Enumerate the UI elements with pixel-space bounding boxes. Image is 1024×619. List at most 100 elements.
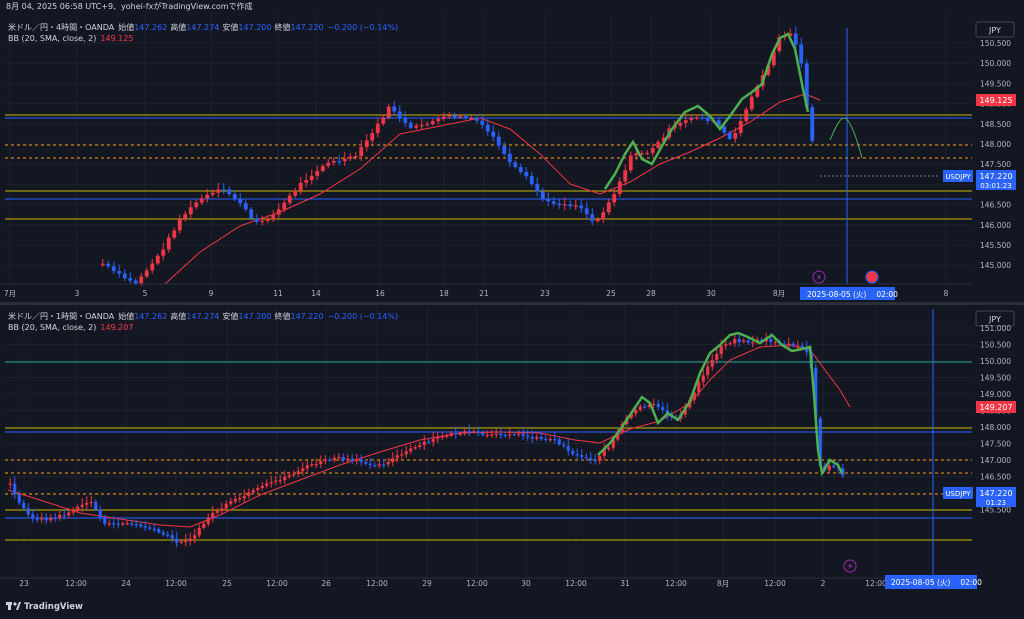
svg-text:149.207: 149.207	[979, 403, 1012, 412]
candle-body	[771, 51, 776, 66]
candle-body	[326, 162, 331, 166]
candle-body	[436, 437, 440, 439]
candle-body	[292, 473, 296, 476]
candle-body	[634, 153, 639, 156]
candle-body	[377, 464, 381, 466]
candle-body	[337, 161, 342, 163]
time-tick: 31	[620, 579, 630, 588]
candle-body	[220, 508, 224, 511]
candle-body	[139, 276, 144, 284]
candle-body	[715, 354, 719, 360]
candle-body	[243, 203, 248, 210]
candle-body	[409, 448, 413, 452]
candle-body	[804, 63, 809, 108]
top-cursor-date-tag	[800, 287, 895, 300]
candle-body	[278, 480, 282, 482]
bottom-price-scale[interactable]	[972, 305, 1024, 596]
candle-body	[502, 145, 507, 154]
candle-body	[328, 459, 332, 461]
candle-body	[103, 518, 107, 524]
top-event-lightning-icon[interactable]	[812, 270, 826, 284]
tradingview-logo-icon[interactable]	[6, 602, 21, 610]
candle-body	[458, 433, 462, 435]
candle-body	[276, 209, 281, 215]
candle-body	[382, 464, 386, 466]
candle-body	[562, 444, 566, 447]
time-tick: 16	[375, 289, 385, 298]
candle-body	[601, 212, 606, 220]
price-tick: 146.500	[980, 473, 1011, 482]
time-tick: 25	[222, 579, 232, 588]
candle-body	[206, 517, 210, 524]
bottom-chart-pane[interactable]: 米ドル／円・1時間・OANDA 始値147.262 高値147.274 安値147.2…	[0, 305, 1024, 596]
candle-body	[800, 345, 804, 348]
price-tick: 147.500	[980, 440, 1011, 449]
candle-body	[315, 170, 320, 176]
candle-body	[458, 116, 463, 118]
candle-body	[499, 433, 503, 436]
top-currency-button[interactable]	[975, 21, 1015, 38]
pane-separator[interactable]	[0, 302, 1024, 305]
candle-body	[589, 457, 593, 460]
top-price-scale[interactable]	[972, 14, 1024, 302]
candle-body	[271, 214, 276, 219]
candle-body	[274, 480, 278, 482]
candle-body	[733, 338, 737, 344]
candle-body	[796, 345, 800, 347]
candle-body	[628, 155, 633, 171]
candle-body	[769, 339, 773, 343]
candle-body	[331, 161, 336, 163]
candle-body	[472, 431, 476, 433]
candle-body	[221, 189, 226, 191]
candle-body	[548, 439, 552, 441]
candle-body	[595, 219, 600, 222]
candle-body	[348, 156, 353, 159]
candle-body	[733, 132, 738, 139]
candle-body	[773, 341, 777, 344]
candle-body	[188, 538, 192, 541]
svg-text:03:01:23: 03:01:23	[980, 182, 1011, 190]
brand-name: TradingView	[24, 602, 83, 612]
candle-body	[359, 460, 363, 462]
candle-body	[364, 140, 369, 148]
time-tick: 2	[821, 579, 826, 588]
price-tick: 145.000	[980, 261, 1011, 270]
candle-body	[692, 392, 696, 401]
candle-body	[485, 434, 489, 436]
bottom-currency-button[interactable]	[975, 310, 1015, 327]
bottom-candles	[8, 331, 845, 548]
candle-body	[827, 465, 831, 471]
svg-text:USDJPY: USDJPY	[945, 173, 971, 181]
candle-body	[17, 494, 21, 503]
candle-body	[184, 540, 188, 543]
top-x-ticks: 7月 3 5 9 11 14 16 18 21 23 25 28 30 8月 8	[4, 289, 949, 298]
candle-body	[112, 523, 116, 525]
candle-body	[283, 476, 287, 481]
candle-body	[323, 459, 327, 462]
candle-body	[623, 170, 628, 182]
bottom-event-lightning-icon[interactable]	[843, 559, 857, 573]
candle-body	[133, 280, 138, 284]
candle-body	[35, 518, 39, 520]
candle-body	[818, 418, 822, 466]
time-tick: 12:00	[665, 579, 687, 588]
bottom-symbol-tag	[943, 487, 973, 499]
time-tick: 8	[944, 289, 949, 298]
candle-body	[125, 523, 129, 525]
candle-body	[494, 433, 498, 435]
candle-body	[557, 203, 562, 206]
top-chart-pane[interactable]: 米ドル／円・4時間・OANDA 始値147.262 高値147.274 安値147.2…	[0, 14, 1024, 302]
candle-body	[427, 441, 431, 444]
bottom-legend: 米ドル／円・1時間・OANDA 始値147.262 高値147.274 安値147.2…	[8, 311, 398, 321]
candle-body	[706, 366, 710, 376]
candle-body	[139, 524, 143, 527]
candle-body	[134, 524, 138, 526]
candle-body	[397, 111, 402, 118]
candle-body	[746, 340, 750, 343]
top-event-flag-icon[interactable]	[865, 270, 879, 284]
candle-body	[719, 345, 723, 355]
candle-body	[738, 121, 743, 133]
candle-body	[611, 439, 615, 448]
candle-body	[319, 461, 323, 465]
candle-body	[467, 431, 471, 433]
